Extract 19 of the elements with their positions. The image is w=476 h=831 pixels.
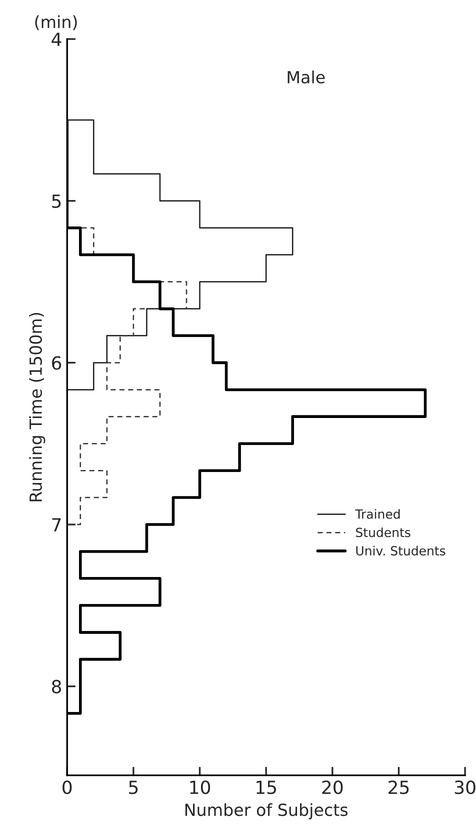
x-tick-label: 0 xyxy=(62,780,72,794)
x-tick-label: 5 xyxy=(129,780,138,794)
x-axis-title: Number of Subjects xyxy=(185,803,348,820)
y-tick-label: 4 xyxy=(52,32,62,46)
legend-label: Univ. Students xyxy=(356,546,446,556)
x-tick-label: 10 xyxy=(190,780,210,794)
x-tick-label: 20 xyxy=(322,780,343,794)
legend-label: Students xyxy=(356,527,410,538)
y-tick-label: 5 xyxy=(52,194,61,208)
y-tick-label: 7 xyxy=(52,518,61,532)
text: (min) xyxy=(35,15,77,30)
y-tick-label: 6 xyxy=(52,356,62,370)
x-tick-label: 15 xyxy=(256,780,276,794)
y-axis-title: Running Time (1500m) xyxy=(29,312,46,502)
x-tick-label: 30 xyxy=(454,780,476,794)
x-tick-label: 25 xyxy=(388,780,409,794)
legend-label: Trained xyxy=(355,509,400,519)
y-tick-label: 8 xyxy=(52,680,62,694)
text: Male xyxy=(288,70,325,84)
